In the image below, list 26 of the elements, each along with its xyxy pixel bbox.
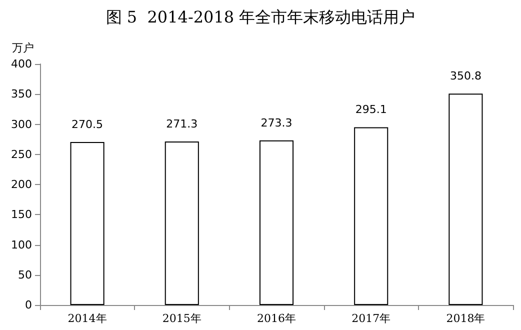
data-label: 273.3 [260,116,292,130]
x-tick-label: 2017年 [352,312,391,325]
x-tick-label: 2014年 [68,312,107,325]
y-tick-label: 300 [11,118,32,131]
data-label: 350.8 [450,70,482,83]
data-label: 271.3 [166,118,198,131]
y-tick-label: 0 [25,298,32,312]
bar [354,127,388,305]
y-tick-label: 150 [11,208,32,222]
bar [164,142,199,305]
chart-title: 图 5 2014-2018 年全市年末移动电话用户 [106,8,416,26]
bar [259,140,294,305]
data-label: 295.1 [355,103,387,116]
y-tick-label: 400 [11,58,32,70]
x-tick-label: 2018年 [446,312,486,325]
bar [448,94,483,305]
data-label: 270.5 [72,118,104,132]
y-tick-label: 200 [11,178,32,191]
y-tick-label: 350 [11,88,32,101]
y-tick-label: 100 [11,238,32,252]
y-tick-label: 50 [18,268,32,282]
y-tick-label: 250 [11,148,32,161]
x-tick-label: 2016年 [257,312,296,325]
y-axis-title: 万户 [12,42,34,54]
bar [70,142,104,305]
x-tick-label: 2015年 [162,312,202,325]
